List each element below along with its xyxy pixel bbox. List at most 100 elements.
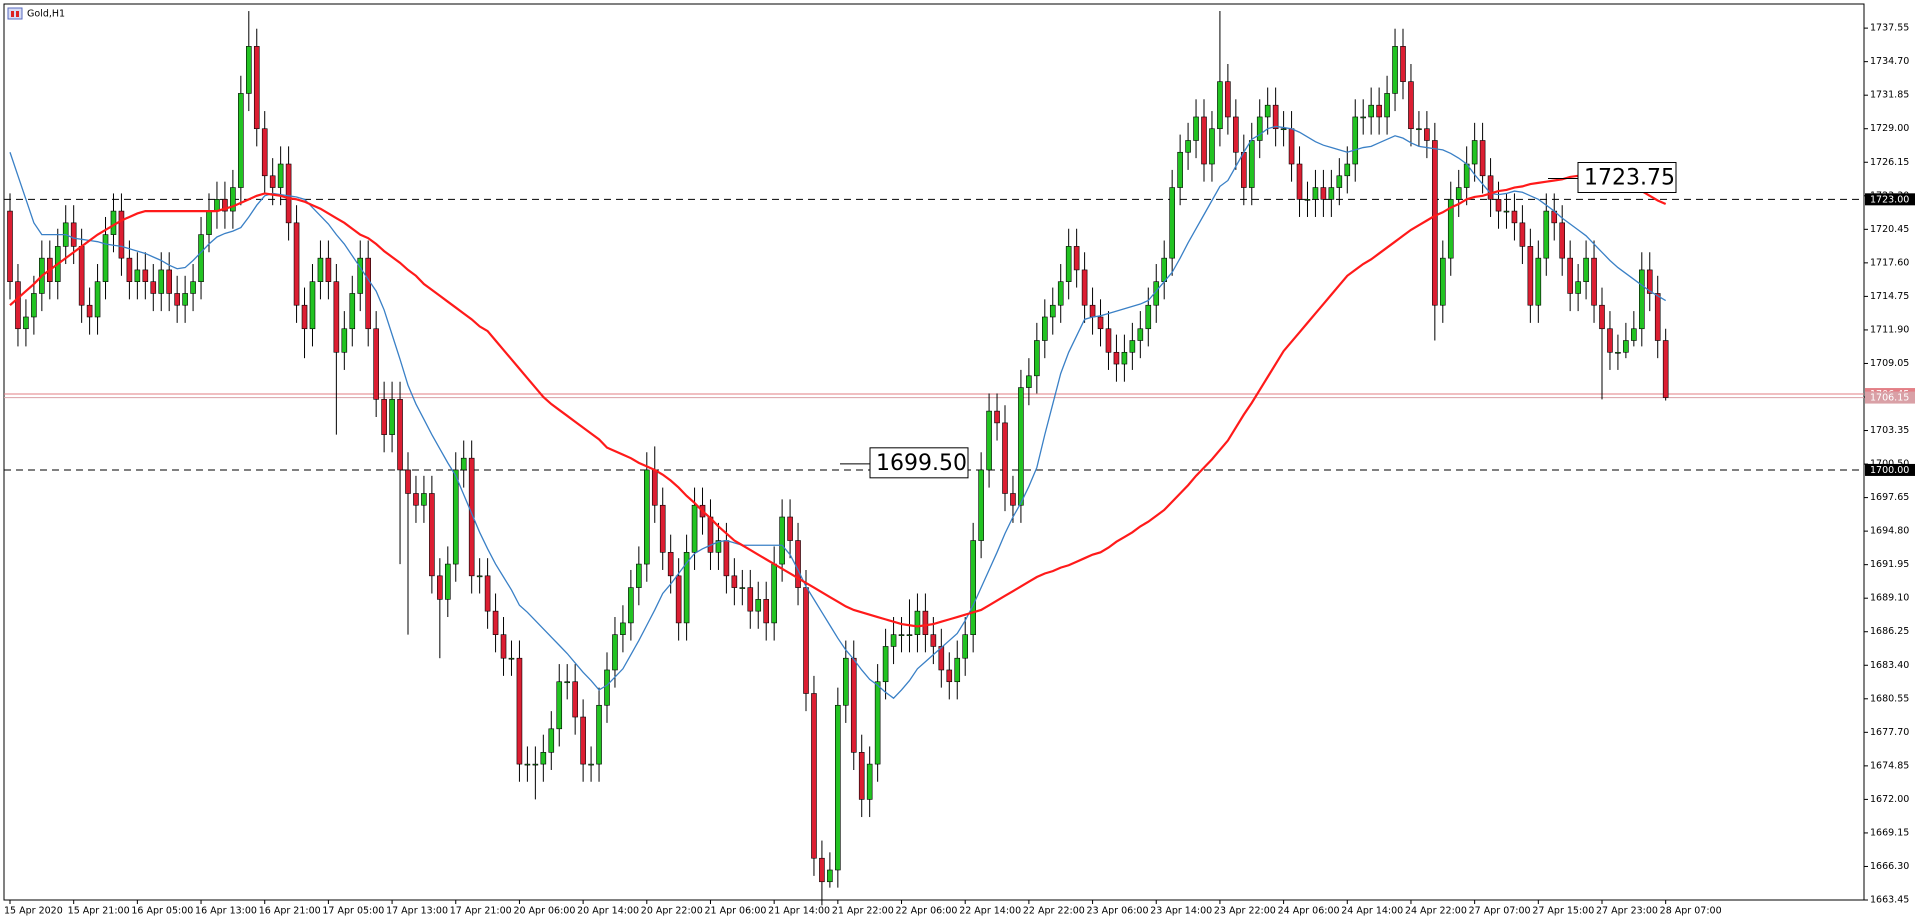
candle-body [747,587,754,612]
x-tick-label: 20 Apr 14:00 [577,906,639,917]
candle-body [468,457,475,577]
x-tick-label: 23 Apr 22:00 [1214,906,1276,917]
y-tick-label: 1672.00 [1870,794,1909,805]
candle-body [413,493,419,506]
candle-body [437,575,443,600]
candle-body [1034,340,1040,377]
candle-body [731,575,738,588]
candle-body [1113,351,1120,365]
annotation-label: 1699.50 [876,451,967,476]
y-tick-label: 1714.75 [1870,291,1909,302]
candle-body [1607,328,1613,353]
candle-body [691,504,698,553]
candle-body [460,457,467,471]
candle-body [78,246,85,306]
candle-body [572,681,578,718]
candle-body [1432,140,1438,306]
y-tick-label: 1731.85 [1870,90,1909,101]
candle-body [1519,222,1526,247]
price-level-tag [1865,193,1915,206]
price-level-tag [1865,391,1915,404]
y-tick-label: 1737.55 [1870,23,1909,34]
candle-body [253,46,260,130]
candle-body [357,257,364,294]
candle-body [134,269,141,282]
candle-body [429,493,435,577]
y-tick-label: 1729.00 [1870,123,1909,134]
candle-body [1344,163,1351,177]
x-tick-label: 24 Apr 22:00 [1405,906,1467,917]
x-tick-label: 21 Apr 22:00 [832,906,894,917]
candle-body [1304,199,1311,201]
candle-body [1535,257,1542,306]
candle-body [858,752,865,800]
candle-body [755,599,762,612]
candle-body [1193,116,1199,141]
candle-body [142,269,149,282]
candle-body [1376,104,1382,118]
candle-body [1352,116,1359,165]
candle-body [293,222,300,306]
candle-body [970,540,976,635]
candle-body [1646,269,1653,294]
candle-body [198,234,204,282]
candle-body [452,469,459,565]
candle-body [15,281,21,330]
candle-body [158,269,165,294]
candle-body [1368,104,1374,118]
candle-body [102,234,109,282]
candle-body [787,516,793,541]
candle-body [1400,46,1406,82]
x-tick-label: 27 Apr 23:00 [1596,906,1658,917]
candle-body [890,634,897,647]
x-tick-label: 21 Apr 06:00 [704,906,766,917]
annotation-box [1577,161,1677,193]
candle-body [1575,281,1581,294]
candle-body [1511,210,1518,224]
candle-body [898,634,905,636]
candle-body [421,493,427,506]
candle-body [476,575,483,578]
candle-body [1272,104,1279,130]
y-tick-label: 1734.70 [1870,56,1909,67]
candle-body [1002,422,1008,494]
candle-body [405,469,411,494]
candle-body [1631,328,1637,341]
candle-body [317,257,324,282]
y-tick-label: 1726.15 [1870,157,1909,168]
candle-body [1440,257,1446,306]
symbol-icon-bar [16,11,19,17]
candle-body [365,257,372,330]
candle-body [1455,187,1462,200]
candle-body [954,657,961,683]
candle-body [906,634,913,636]
candle-body [285,163,292,224]
candle-body [850,657,857,753]
candle-body [508,657,515,660]
candle-body [516,657,523,765]
y-tick-label: 1697.65 [1870,492,1909,503]
candle-body [397,399,403,471]
price-level-label: 1723.00 [1870,194,1909,205]
symbol-icon-bar [11,11,14,17]
x-tick-label: 22 Apr 22:00 [1023,906,1085,917]
candle-body [7,210,13,282]
y-tick-label: 1694.80 [1870,526,1909,537]
candle-body [1121,351,1128,365]
candle-body [1312,187,1319,200]
x-tick-label: 16 Apr 13:00 [195,906,257,917]
candle-body [1495,199,1502,212]
price-level-label: 1706.15 [1870,393,1909,404]
candle-body [333,281,340,353]
candle-body [1567,257,1573,294]
y-tick-label: 1703.35 [1870,425,1909,436]
candle-body [349,293,356,330]
candle-body [1161,257,1167,282]
y-tick-label: 1720.45 [1870,224,1909,235]
candle-body [978,469,984,541]
candle-body [1408,81,1414,130]
candle-body [1487,175,1494,200]
candle-body [1169,187,1175,259]
candle-body [1559,222,1565,259]
candle-body [1623,340,1629,353]
